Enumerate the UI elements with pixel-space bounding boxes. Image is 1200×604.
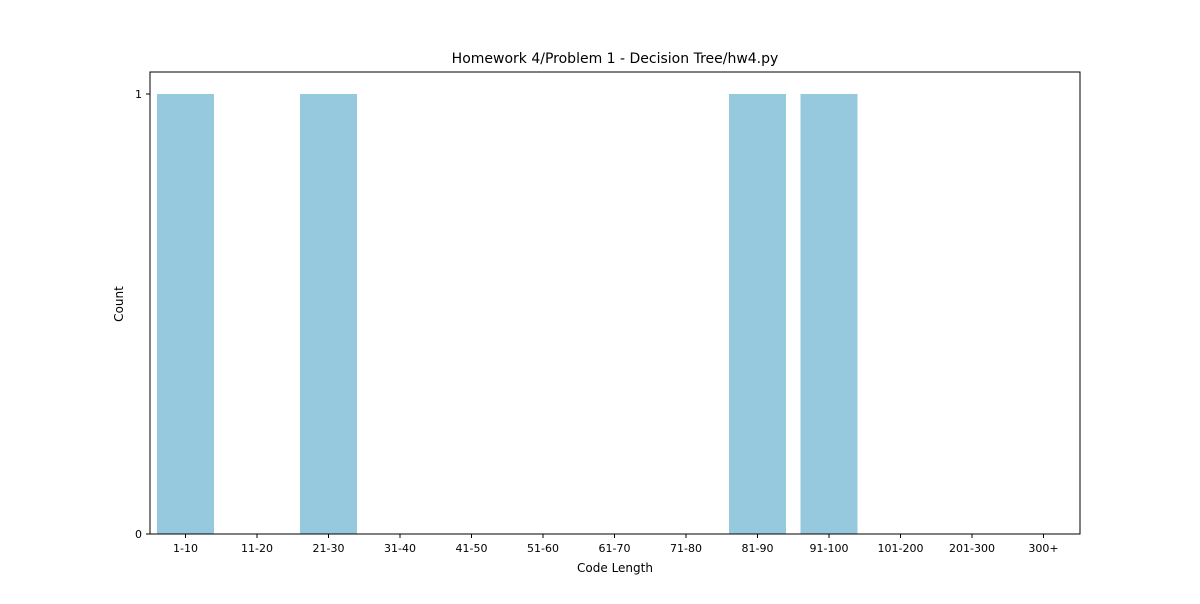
x-tick-label: 31-40 bbox=[384, 542, 416, 555]
x-axis-label: Code Length bbox=[577, 561, 653, 575]
y-tick-label: 1 bbox=[135, 88, 142, 101]
x-tick-label: 51-60 bbox=[527, 542, 559, 555]
x-tick-label: 21-30 bbox=[313, 542, 345, 555]
y-tick-label: 0 bbox=[135, 528, 142, 541]
x-tick-label: 11-20 bbox=[241, 542, 273, 555]
bar-81-90 bbox=[729, 94, 786, 534]
y-ticks: 01 bbox=[135, 88, 150, 541]
x-ticks: 1-10 11-20 21-30 31-40 41-50 51-60 61-70 71-80 8… bbox=[173, 534, 1059, 555]
bar-91-100 bbox=[800, 94, 858, 534]
x-tick-label: 101-200 bbox=[878, 542, 924, 555]
x-tick-label: 81-90 bbox=[742, 542, 774, 555]
x-tick-label: 1-10 bbox=[173, 542, 198, 555]
bar-1-10 bbox=[157, 94, 214, 534]
x-tick-label: 41-50 bbox=[456, 542, 488, 555]
y-axis-label: Count bbox=[112, 286, 126, 322]
bars-layer bbox=[157, 94, 858, 534]
x-tick-label: 71-80 bbox=[670, 542, 702, 555]
chart-title: Homework 4/Problem 1 - Decision Tree/hw4… bbox=[452, 51, 779, 67]
x-tick-label: 91-100 bbox=[810, 542, 849, 555]
x-tick-label: 201-300 bbox=[949, 542, 995, 555]
x-tick-label: 300+ bbox=[1028, 542, 1058, 555]
bar-21-30 bbox=[300, 94, 357, 534]
x-tick-label: 61-70 bbox=[599, 542, 631, 555]
plot-area-frame bbox=[149, 71, 1081, 535]
